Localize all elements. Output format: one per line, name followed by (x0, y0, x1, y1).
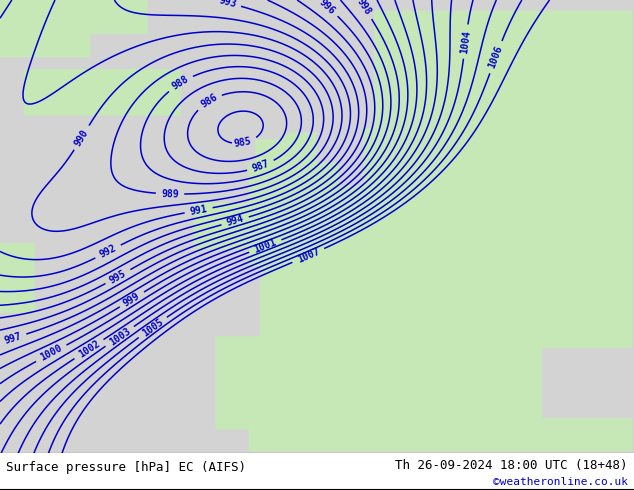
Text: ©weatheronline.co.uk: ©weatheronline.co.uk (493, 477, 628, 487)
Text: 999: 999 (122, 291, 142, 308)
Text: 985: 985 (233, 136, 253, 149)
Text: 992: 992 (98, 243, 118, 260)
Text: 988: 988 (171, 74, 191, 92)
Text: 1001: 1001 (252, 237, 278, 255)
Text: 1002: 1002 (77, 339, 101, 360)
Text: 993: 993 (217, 0, 237, 10)
Text: Th 26-09-2024 18:00 UTC (18+48): Th 26-09-2024 18:00 UTC (18+48) (395, 459, 628, 471)
Text: 1003: 1003 (107, 325, 132, 347)
Text: 998: 998 (355, 0, 373, 17)
Text: Surface pressure [hPa] EC (AIFS): Surface pressure [hPa] EC (AIFS) (6, 461, 247, 474)
Text: 1007: 1007 (295, 246, 321, 265)
Text: 986: 986 (199, 93, 219, 110)
Text: 995: 995 (108, 268, 128, 285)
Text: 994: 994 (225, 214, 245, 228)
Text: 1006: 1006 (487, 45, 505, 70)
Text: 1004: 1004 (459, 29, 472, 54)
Text: 996: 996 (318, 0, 337, 16)
Text: 990: 990 (73, 127, 91, 148)
Text: 997: 997 (3, 331, 23, 346)
Text: 987: 987 (250, 158, 271, 174)
Text: 989: 989 (161, 189, 179, 199)
Text: 1005: 1005 (140, 317, 165, 338)
Text: 991: 991 (189, 204, 208, 217)
Text: 1000: 1000 (39, 343, 64, 363)
